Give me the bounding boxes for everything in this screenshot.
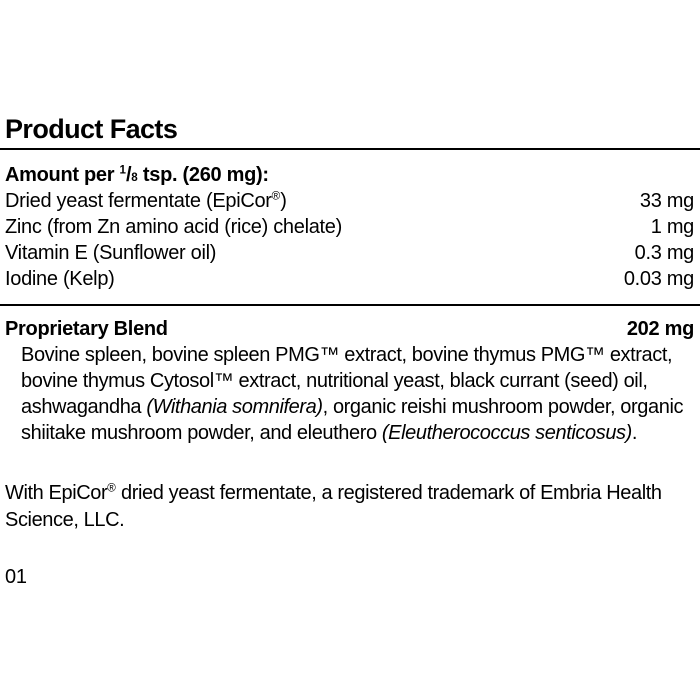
ingredient-row: Dried yeast fermentate (EpiCor®) 33 mg — [0, 188, 700, 214]
ingredient-row: Zinc (from Zn amino acid (rice) chelate)… — [0, 214, 700, 240]
title-divider — [0, 148, 700, 150]
ingredient-amount: 33 mg — [639, 190, 694, 212]
ingredient-row: Iodine (Kelp) 0.03 mg — [0, 266, 700, 292]
blend-divider — [0, 304, 700, 306]
proprietary-blend-title: Proprietary Blend — [5, 318, 168, 340]
ingredient-name: Iodine (Kelp) — [5, 268, 115, 290]
page-title: Product Facts — [5, 114, 178, 144]
ingredient-amount: 1 mg — [650, 216, 695, 238]
proprietary-blend-amount: 202 mg — [626, 318, 694, 340]
ingredient-name: Vitamin E (Sunflower oil) — [5, 242, 217, 264]
ingredient-row: Vitamin E (Sunflower oil) 0.3 mg — [0, 240, 700, 266]
ingredient-amount: 0.3 mg — [634, 242, 695, 264]
ingredient-name: Zinc (from Zn amino acid (rice) chelate) — [5, 216, 342, 238]
proprietary-blend-description: Bovine spleen, bovine spleen PMG™ extrac… — [21, 344, 684, 444]
proprietary-blend-row: Proprietary Blend 202 mg — [0, 316, 700, 342]
page-code: 01 — [5, 566, 27, 588]
product-facts-label: Product Facts Amount per 1/8 tsp. (260 m… — [0, 114, 700, 588]
serving-size-label: Amount per 1/8 tsp. (260 mg): — [5, 163, 269, 186]
ingredient-amount: 0.03 mg — [623, 268, 694, 290]
trademark-footnote: With EpiCor® dried yeast fermentate, a r… — [5, 481, 662, 531]
ingredient-list: Dried yeast fermentate (EpiCor®) 33 mg Zin… — [0, 188, 700, 292]
ingredient-name: Dried yeast fermentate (EpiCor®) — [5, 189, 287, 212]
